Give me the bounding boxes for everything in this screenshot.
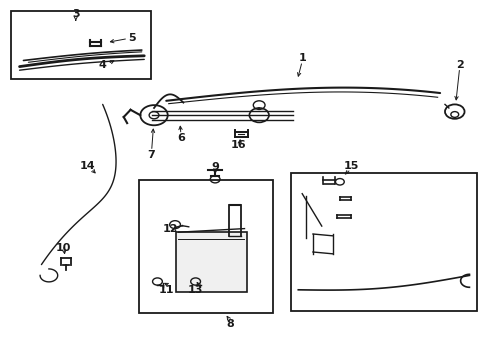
Bar (11, 11, 150, 79)
Text: 13: 13 (187, 285, 203, 295)
Text: 9: 9 (211, 162, 219, 172)
Text: 11: 11 (158, 285, 174, 295)
Text: 15: 15 (343, 161, 358, 171)
Text: 7: 7 (147, 150, 155, 160)
Bar (139, 180, 272, 313)
Text: 16: 16 (230, 140, 246, 150)
Bar (176, 232, 246, 292)
Text: 2: 2 (455, 60, 463, 70)
Text: 8: 8 (225, 319, 233, 329)
Bar (290, 173, 476, 311)
Text: 10: 10 (56, 243, 71, 253)
Text: 12: 12 (162, 224, 178, 234)
Text: 6: 6 (177, 132, 184, 143)
Text: 14: 14 (79, 161, 95, 171)
Text: 5: 5 (128, 33, 136, 43)
Text: 3: 3 (72, 9, 80, 19)
Text: 1: 1 (298, 53, 305, 63)
Text: 4: 4 (99, 60, 106, 70)
